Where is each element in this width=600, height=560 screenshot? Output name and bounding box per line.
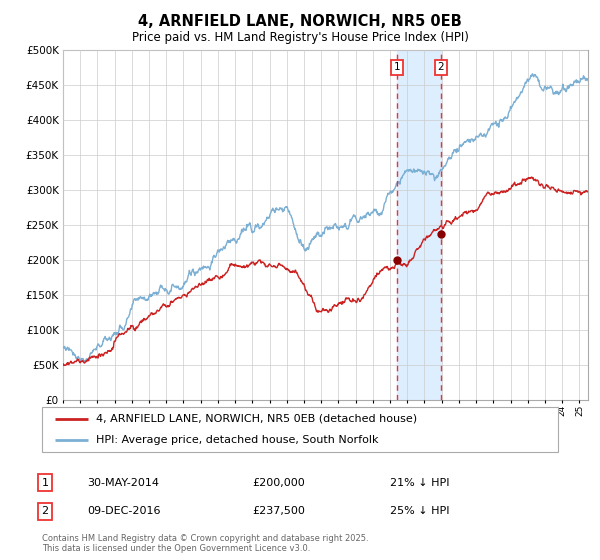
Text: £237,500: £237,500	[252, 506, 305, 516]
Text: 1: 1	[41, 478, 49, 488]
Text: 4, ARNFIELD LANE, NORWICH, NR5 0EB: 4, ARNFIELD LANE, NORWICH, NR5 0EB	[138, 14, 462, 29]
Text: £200,000: £200,000	[252, 478, 305, 488]
Text: 2: 2	[41, 506, 49, 516]
Text: HPI: Average price, detached house, South Norfolk: HPI: Average price, detached house, Sout…	[96, 435, 379, 445]
Bar	[397, 50, 440, 400]
Text: 21% ↓ HPI: 21% ↓ HPI	[390, 478, 449, 488]
Text: 30-MAY-2014: 30-MAY-2014	[87, 478, 159, 488]
Text: Contains HM Land Registry data © Crown copyright and database right 2025.
This d: Contains HM Land Registry data © Crown c…	[42, 534, 368, 553]
Text: 25% ↓ HPI: 25% ↓ HPI	[390, 506, 449, 516]
Text: 1: 1	[394, 62, 400, 72]
FancyBboxPatch shape	[42, 407, 558, 452]
Text: 09-DEC-2016: 09-DEC-2016	[87, 506, 161, 516]
Text: 4, ARNFIELD LANE, NORWICH, NR5 0EB (detached house): 4, ARNFIELD LANE, NORWICH, NR5 0EB (deta…	[96, 414, 418, 424]
Text: 2: 2	[437, 62, 444, 72]
Text: Price paid vs. HM Land Registry's House Price Index (HPI): Price paid vs. HM Land Registry's House …	[131, 31, 469, 44]
